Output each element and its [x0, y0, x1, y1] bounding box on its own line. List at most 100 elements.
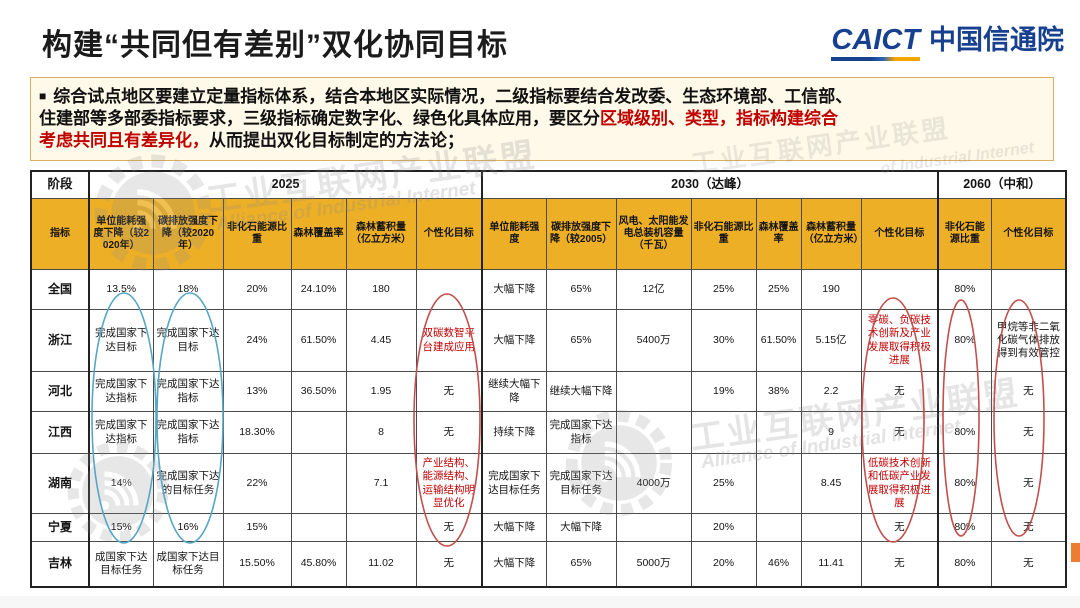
- row-label: 全国: [30, 269, 90, 310]
- table-cell: 完成国家下达目标任务: [545, 453, 617, 514]
- table-cell: 61.50%: [290, 309, 347, 372]
- table-cell: 12亿: [615, 269, 692, 310]
- table-cell: [860, 269, 940, 310]
- table-cell: 25%: [690, 453, 757, 514]
- row-label: 河北: [30, 371, 90, 412]
- table-cell: 无: [415, 371, 484, 412]
- column-header: 森林覆盖率: [755, 198, 802, 270]
- table-cell: [345, 513, 417, 542]
- table-cell: 5400万: [615, 309, 692, 372]
- orange-accent-bar: [1071, 543, 1080, 562]
- year-group-header: 2025: [88, 170, 484, 199]
- table-row: 浙江 完成国家下达目标 完成国家下达目标 24% 61.50% 4.45 双碳数智平台建成应…: [30, 309, 1067, 372]
- table-cell: [290, 513, 347, 542]
- table-cell: 80%: [937, 513, 992, 542]
- table-cell: 65%: [545, 541, 617, 587]
- caict-logo: CAICT 中国信通院: [831, 25, 1064, 61]
- table-cell: [755, 453, 802, 514]
- table-cell: 4000万: [615, 453, 692, 514]
- table-cell: 无: [860, 513, 940, 542]
- table-cell: [290, 453, 347, 514]
- table-cell: 25%: [755, 269, 802, 310]
- table-cell: 产业结构、能源结构、运输结构明显优化: [415, 453, 484, 514]
- table-cell: [800, 513, 862, 542]
- table-cell: 80%: [937, 541, 992, 587]
- column-header: 非化石能源比重: [937, 198, 992, 270]
- note-segment: 从而提出双化目标制定的方法论；: [209, 131, 464, 150]
- table-cell: 成国家下达目标任务: [152, 541, 224, 587]
- caict-wordmark: CAICT: [831, 26, 920, 61]
- row-label: 湖南: [30, 453, 90, 514]
- table-cell: 完成国家下达目标任务: [481, 453, 547, 514]
- column-header: 单位能耗强度下降（较2020年）: [88, 198, 154, 270]
- table-cell: 80%: [937, 309, 992, 372]
- table-row: 吉林 成国家下达目标任务 成国家下达目标任务 15.50% 45.80% 11.02 无大幅…: [30, 541, 1067, 587]
- table-cell: 22%: [222, 453, 292, 514]
- table-cell: 9: [800, 411, 862, 454]
- caict-underline: [831, 57, 920, 61]
- table-cell: 13%: [222, 371, 292, 412]
- stage-header: 阶段: [30, 170, 90, 199]
- table-cell: 20%: [690, 541, 757, 587]
- table-cell: 11.02: [345, 541, 417, 587]
- table-cell: 继续大幅下降: [481, 371, 547, 412]
- table-cell: 2.2: [800, 371, 862, 412]
- table-cell: [755, 513, 802, 542]
- indicator-header: 指标: [30, 198, 90, 270]
- table-cell: 无: [990, 411, 1067, 454]
- row-label: 宁夏: [30, 513, 90, 542]
- table-cell: 成国家下达目标任务: [88, 541, 154, 587]
- column-header: 森林覆盖率: [290, 198, 347, 270]
- table-cell: 无: [415, 541, 484, 587]
- table-cell: 大幅下降: [481, 513, 547, 542]
- row-label: 浙江: [30, 309, 90, 372]
- table-cell: 完成国家下达指标: [88, 371, 154, 412]
- table-cell: 38%: [755, 371, 802, 412]
- table-cell: [615, 513, 692, 542]
- column-header: 个性化目标: [415, 198, 484, 270]
- table-cell: 无: [860, 411, 940, 454]
- table-cell: 无: [990, 513, 1067, 542]
- table-cell: 大幅下降: [481, 269, 547, 310]
- table-cell: 180: [345, 269, 417, 310]
- table-cell: 无: [860, 371, 940, 412]
- table-cell: 11.41: [800, 541, 862, 587]
- table-cell: 45.80%: [290, 541, 347, 587]
- column-header: 森林蓄积量（亿立方米）: [800, 198, 862, 270]
- table-cell: 5000万: [615, 541, 692, 587]
- row-label: 吉林: [30, 541, 90, 587]
- table-cell: 46%: [755, 541, 802, 587]
- gear-wifi-watermark-icon: [565, 409, 673, 517]
- note-segment: 考虑共同且有差异化，: [39, 131, 209, 150]
- note-segment: 住建部等多部委指标要求，三级指标确定数字化、绿色化具体应用，要区分: [39, 109, 600, 128]
- table-cell: 8: [345, 411, 417, 454]
- table-cell: 1.95: [345, 371, 417, 412]
- table-cell: [755, 411, 802, 454]
- page-title: 构建“共同但有差别”双化协同目标: [42, 29, 508, 62]
- gear-wifi-watermark-icon: [94, 154, 212, 272]
- table-row: 江西 完成国家下达指标 完成国家下达指标 18.30% 8 无持续下降 完成国家下达指标 9 无…: [30, 411, 1067, 454]
- table-cell: [290, 411, 347, 454]
- row-label: 江西: [30, 411, 90, 454]
- table-cell: 无: [990, 371, 1067, 412]
- table-cell: 190: [800, 269, 862, 310]
- table-cell: 无: [415, 411, 484, 454]
- table-cell: 15%: [222, 513, 292, 542]
- table-cell: 完成国家下达指标: [152, 371, 224, 412]
- table-cell: 无: [415, 513, 484, 542]
- table-cell: 19%: [690, 371, 757, 412]
- table-cell: 24.10%: [290, 269, 347, 310]
- table-cell: 80%: [937, 411, 992, 454]
- table-cell: 无: [990, 453, 1067, 514]
- table-cell: 7.1: [345, 453, 417, 514]
- table-cell: 完成国家下达目标: [88, 309, 154, 372]
- table-cell: 5.15亿: [800, 309, 862, 372]
- table-cell: 持续下降: [481, 411, 547, 454]
- note-segment: 区域级别、类型，指标构建综合: [600, 109, 838, 128]
- table-cell: 25%: [690, 269, 757, 310]
- table-cell: [690, 411, 757, 454]
- column-header: 单位能耗强度: [481, 198, 547, 270]
